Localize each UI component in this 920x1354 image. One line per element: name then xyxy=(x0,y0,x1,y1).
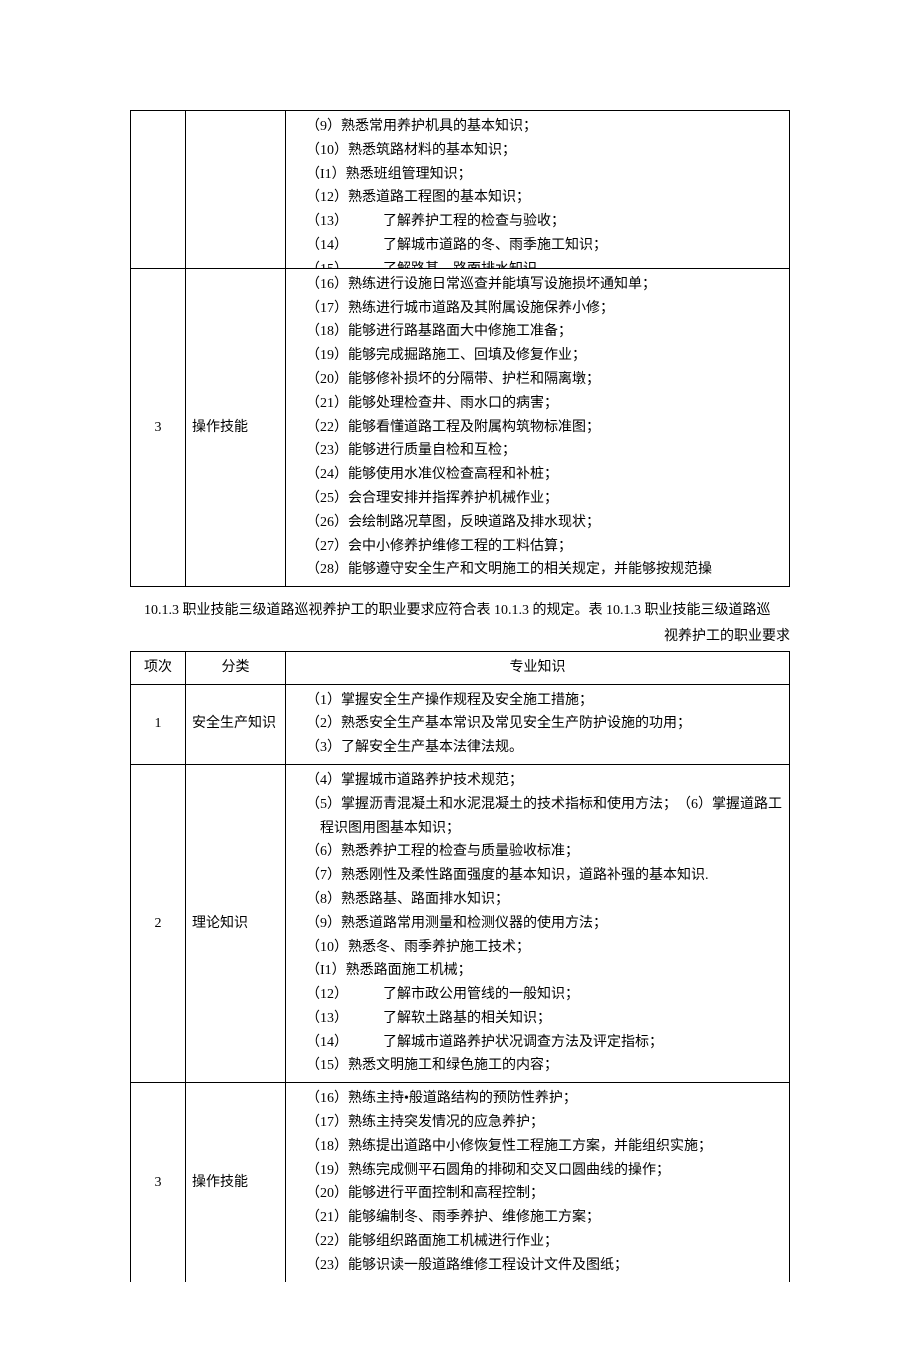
list-item: （21）能够编制冬、雨季养护、维修施工方案； xyxy=(292,1206,783,1230)
list-item: （12）熟悉道路工程图的基本知识； xyxy=(292,186,783,210)
item-list: （16）熟练进行设施日常巡查并能填写设施损坏通知单； （17）熟练进行城市道路及… xyxy=(292,273,783,582)
cell-content: （4）掌握城市道路养护技术规范； （5）掌握沥青混凝土和水泥混凝土的技术指标和使… xyxy=(286,764,790,1082)
cell-num: 3 xyxy=(131,268,186,586)
list-item: （8）熟悉路基、路面排水知识； xyxy=(292,888,783,912)
list-item: （7）熟悉刚性及柔性路面强度的基本知识，道路补强的基本知识. xyxy=(292,864,783,888)
item-list: （1）掌握安全生产操作规程及安全施工措施； （2）熟悉安全生产基本常识及常见安全… xyxy=(292,689,783,760)
cell-content: （16）熟练主持•般道路结构的预防性养护； （17）熟练主持突发情况的应急养护；… xyxy=(286,1083,790,1282)
list-item: （15）熟悉文明施工和绿色施工的内容； xyxy=(292,1054,783,1078)
table-caption-right: 视养护工的职业要求 xyxy=(130,625,790,649)
table-row: 3 操作技能 （16）熟练进行设施日常巡查并能填写设施损坏通知单； （17）熟练… xyxy=(131,268,790,586)
list-item: （12） 了解市政公用管线的一般知识； xyxy=(292,983,783,1007)
cell-cat xyxy=(186,111,286,269)
cell-cat: 操作技能 xyxy=(186,1083,286,1282)
list-item: （22）能够看懂道路工程及附属构筑物标准图； xyxy=(292,416,783,440)
list-item: （14） 了解城市道路养护状况调查方法及评定指标； xyxy=(292,1031,783,1055)
col-header: 项次 xyxy=(131,651,186,684)
cell-num: 1 xyxy=(131,684,186,764)
intro-text: 10.1.3 职业技能三级道路巡视养护工的职业要求应符合表 10.1.3 的规定… xyxy=(130,599,790,623)
cell-num: 2 xyxy=(131,764,186,1082)
list-item: （13） 了解养护工程的检查与验收； xyxy=(292,210,783,234)
list-item: （6）熟悉养护工程的检查与质量验收标准； xyxy=(292,840,783,864)
list-item: （1）掌握安全生产操作规程及安全施工措施； xyxy=(292,689,783,713)
list-item: （24）能够使用水准仪检查高程和补桩； xyxy=(292,463,783,487)
list-item: （17）熟练主持突发情况的应急养护； xyxy=(292,1111,783,1135)
table-2: 项次 分类 专业知识 1 安全生产知识 （1）掌握安全生产操作规程及安全施工措施… xyxy=(130,651,790,1282)
list-item: （3）了解安全生产基本法律法规。 xyxy=(292,736,783,760)
list-item: （9）熟悉道路常用测量和检测仪器的使用方法； xyxy=(292,912,783,936)
cell-content: （9）熟悉常用养护机具的基本知识； （10）熟悉筑路材料的基本知识； （I1）熟… xyxy=(286,111,790,269)
list-item: （23）能够识读一般道路维修工程设计文件及图纸； xyxy=(292,1254,783,1278)
list-item: （25）会合理安排并指挥养护机械作业； xyxy=(292,487,783,511)
list-item: （26）会绘制路况草图，反映道路及排水现状； xyxy=(292,511,783,535)
list-item: （21）能够处理检查井、雨水口的病害； xyxy=(292,392,783,416)
list-item: （4）掌握城市道路养护技术规范； xyxy=(292,769,783,793)
cell-cat: 安全生产知识 xyxy=(186,684,286,764)
list-item: （19）能够完成掘路施工、回填及修复作业； xyxy=(292,344,783,368)
list-item: （16）熟练进行设施日常巡查并能填写设施损坏通知单； xyxy=(292,273,783,297)
item-list: （9）熟悉常用养护机具的基本知识； （10）熟悉筑路材料的基本知识； （I1）熟… xyxy=(292,115,783,268)
table-1: （9）熟悉常用养护机具的基本知识； （10）熟悉筑路材料的基本知识； （I1）熟… xyxy=(130,110,790,587)
list-item: （23）能够进行质量自检和互检； xyxy=(292,439,783,463)
list-item: （18）熟练提出道路中小修恢复性工程施工方案，并能组织实施； xyxy=(292,1135,783,1159)
col-header: 专业知识 xyxy=(286,651,790,684)
item-list: （16）熟练主持•般道路结构的预防性养护； （17）熟练主持突发情况的应急养护；… xyxy=(292,1087,783,1277)
cell-cat: 操作技能 xyxy=(186,268,286,586)
list-item: （27）会中小修养护维修工程的工料估算； xyxy=(292,535,783,559)
list-item: （2）熟悉安全生产基本常识及常见安全生产防护设施的功用； xyxy=(292,712,783,736)
list-item: （20）能够修补损坏的分隔带、护栏和隔离墩； xyxy=(292,368,783,392)
col-header: 分类 xyxy=(186,651,286,684)
cell-num: 3 xyxy=(131,1083,186,1282)
cell-content: （1）掌握安全生产操作规程及安全施工措施； （2）熟悉安全生产基本常识及常见安全… xyxy=(286,684,790,764)
cell-num xyxy=(131,111,186,269)
item-list: （4）掌握城市道路养护技术规范； （5）掌握沥青混凝土和水泥混凝土的技术指标和使… xyxy=(292,769,783,1078)
table-header-row: 项次 分类 专业知识 xyxy=(131,651,790,684)
list-item: （18）能够进行路基路面大中修施工准备； xyxy=(292,320,783,344)
list-item: （13） 了解软土路基的相关知识； xyxy=(292,1007,783,1031)
cell-content: （16）熟练进行设施日常巡查并能填写设施损坏通知单； （17）熟练进行城市道路及… xyxy=(286,268,790,586)
table-row: 2 理论知识 （4）掌握城市道路养护技术规范； （5）掌握沥青混凝土和水泥混凝土… xyxy=(131,764,790,1082)
list-item: （19）熟练完成侧平石圆角的排砌和交叉口圆曲线的操作； xyxy=(292,1159,783,1183)
table-row: 1 安全生产知识 （1）掌握安全生产操作规程及安全施工措施； （2）熟悉安全生产… xyxy=(131,684,790,764)
list-item: （10）熟悉冬、雨季养护施工技术； xyxy=(292,936,783,960)
list-item: （9）熟悉常用养护机具的基本知识； xyxy=(292,115,783,139)
list-item: （I1）熟悉路面施工机械； xyxy=(292,959,783,983)
cell-cat: 理论知识 xyxy=(186,764,286,1082)
list-item: （22）能够组织路面施工机械进行作业； xyxy=(292,1230,783,1254)
list-item: （14） 了解城市道路的冬、雨季施工知识； xyxy=(292,234,783,258)
table-row: 3 操作技能 （16）熟练主持•般道路结构的预防性养护； （17）熟练主持突发情… xyxy=(131,1083,790,1282)
list-item: （28）能够遵守安全生产和文明施工的相关规定，并能够按规范操 xyxy=(292,558,783,582)
cutoff-item: （15） 了解路基、路面排水知识 xyxy=(292,258,783,268)
table-row-partial: （9）熟悉常用养护机具的基本知识； （10）熟悉筑路材料的基本知识； （I1）熟… xyxy=(131,111,790,269)
list-item: （10）熟悉筑路材料的基本知识； xyxy=(292,139,783,163)
list-item: （20）能够进行平面控制和高程控制； xyxy=(292,1182,783,1206)
list-item: （17）熟练进行城市道路及其附属设施保养小修； xyxy=(292,297,783,321)
list-item: （5）掌握沥青混凝土和水泥混凝土的技术指标和使用方法； （6）掌握道路工程识图用… xyxy=(306,797,782,836)
list-item: （I1）熟悉班组管理知识； xyxy=(292,163,783,187)
list-item: （16）熟练主持•般道路结构的预防性养护； xyxy=(292,1087,783,1111)
